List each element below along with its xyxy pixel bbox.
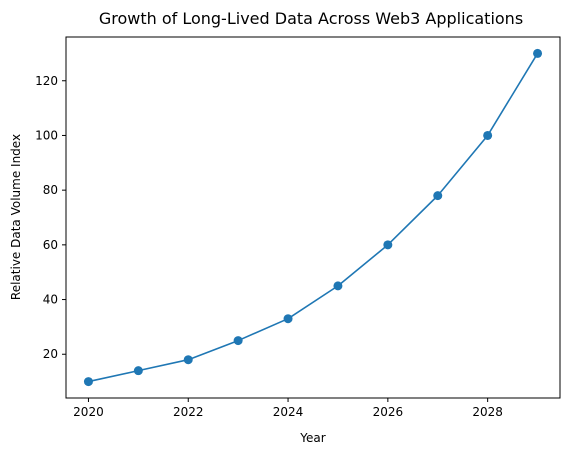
y-tick-label: 20: [43, 347, 58, 361]
chart-title: Growth of Long-Lived Data Across Web3 Ap…: [99, 9, 523, 28]
data-point-marker: [383, 240, 393, 250]
series-line: [87, 52, 539, 383]
x-tick-label: 2022: [173, 405, 204, 419]
axes-frame: [65, 36, 561, 399]
data-point-marker: [183, 355, 193, 365]
data-point-marker: [483, 130, 493, 140]
x-axis-label: Year: [299, 431, 325, 445]
x-tick-label: 2024: [273, 405, 304, 419]
y-tick-label: 40: [43, 293, 58, 307]
data-point-marker: [433, 191, 443, 201]
data-point-marker: [133, 366, 143, 376]
y-tick-label: 120: [35, 74, 58, 88]
x-tick-label: 2026: [373, 405, 404, 419]
plot-area: 2020 2022 2024 2026 2028 20 40 60 80 100 120: [35, 36, 561, 419]
data-point-marker: [83, 377, 93, 387]
data-point-marker: [233, 336, 243, 346]
y-tick-label: 100: [35, 128, 58, 142]
y-tick-label: 80: [43, 183, 58, 197]
y-tick-label: 60: [43, 238, 58, 252]
data-point-marker: [533, 48, 543, 58]
data-point-marker: [333, 281, 343, 291]
y-axis-label: Relative Data Volume Index: [9, 134, 23, 300]
x-tick-label: 2028: [472, 405, 503, 419]
x-tick-label: 2020: [73, 405, 104, 419]
data-point-marker: [283, 314, 293, 324]
